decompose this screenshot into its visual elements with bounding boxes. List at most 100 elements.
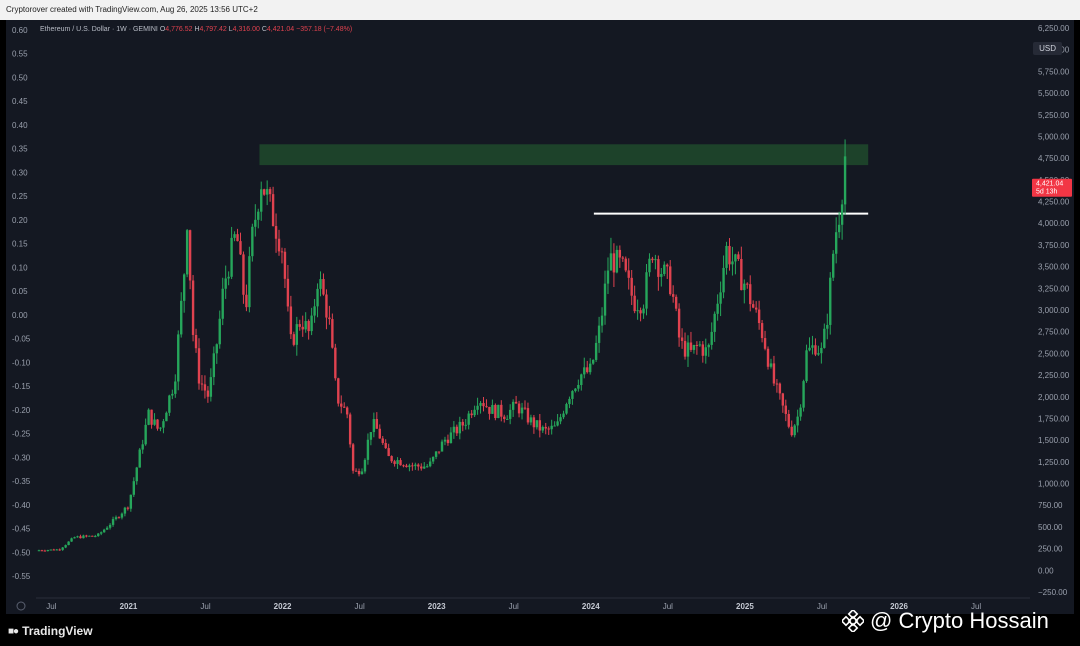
candle-body[interactable]: [153, 419, 156, 425]
candle-body[interactable]: [586, 367, 589, 373]
candle-body[interactable]: [511, 401, 515, 410]
candle-body[interactable]: [251, 226, 254, 257]
candle-body[interactable]: [117, 517, 121, 519]
candle-body[interactable]: [129, 494, 133, 509]
candle-body[interactable]: [544, 426, 547, 429]
candle-body[interactable]: [102, 529, 106, 533]
candle-body[interactable]: [369, 432, 373, 440]
currency-label[interactable]: USD: [1033, 42, 1062, 55]
candle-body[interactable]: [526, 408, 530, 423]
candle-body[interactable]: [823, 328, 826, 348]
candle-body[interactable]: [793, 425, 796, 436]
candle-body[interactable]: [775, 383, 779, 385]
candle-body[interactable]: [271, 194, 275, 227]
candle-body[interactable]: [144, 424, 147, 445]
candle-body[interactable]: [298, 324, 301, 327]
candle-body[interactable]: [473, 409, 476, 416]
candle-body[interactable]: [182, 274, 186, 301]
candle-body[interactable]: [206, 390, 210, 397]
candle-body[interactable]: [817, 353, 820, 355]
candle-body[interactable]: [215, 344, 218, 354]
candle-body[interactable]: [461, 421, 464, 426]
candle-body[interactable]: [811, 345, 814, 348]
candle-body[interactable]: [707, 344, 710, 348]
candle-body[interactable]: [615, 249, 619, 273]
candle-body[interactable]: [55, 549, 58, 551]
candle-body[interactable]: [212, 353, 216, 378]
candle-body[interactable]: [334, 347, 337, 379]
candle-body[interactable]: [597, 325, 601, 343]
candle-body[interactable]: [111, 519, 115, 525]
candle-body[interactable]: [583, 367, 586, 375]
candle-body[interactable]: [277, 238, 281, 252]
candle-body[interactable]: [737, 254, 740, 259]
candle-body[interactable]: [722, 267, 725, 293]
candle-body[interactable]: [343, 406, 346, 408]
candle-body[interactable]: [520, 407, 524, 414]
candle-body[interactable]: [322, 279, 325, 295]
candle-body[interactable]: [840, 204, 844, 225]
candle-body[interactable]: [728, 245, 731, 265]
candle-body[interactable]: [500, 404, 503, 417]
candle-body[interactable]: [618, 249, 622, 258]
candle-body[interactable]: [588, 363, 592, 373]
candle-body[interactable]: [541, 426, 544, 431]
candle-body[interactable]: [49, 549, 53, 551]
candle-body[interactable]: [91, 535, 94, 537]
candle-body[interactable]: [651, 258, 654, 261]
candle-body[interactable]: [669, 266, 672, 295]
candle-body[interactable]: [135, 467, 138, 482]
candle-body[interactable]: [280, 251, 284, 253]
candle-body[interactable]: [76, 536, 79, 538]
candle-body[interactable]: [843, 156, 847, 205]
candle-body[interactable]: [704, 347, 707, 356]
candle-body[interactable]: [559, 417, 562, 422]
candle-body[interactable]: [740, 258, 743, 291]
candle-body[interactable]: [627, 270, 630, 278]
candle-body[interactable]: [420, 466, 423, 469]
candle-body[interactable]: [360, 471, 364, 475]
candle-body[interactable]: [274, 226, 278, 239]
candle-body[interactable]: [227, 276, 230, 279]
candle-body[interactable]: [654, 259, 657, 261]
candle-body[interactable]: [268, 189, 272, 195]
candle-body[interactable]: [174, 381, 177, 394]
candle-body[interactable]: [417, 464, 420, 467]
candle-body[interactable]: [446, 439, 450, 444]
candle-body[interactable]: [340, 403, 343, 407]
candle-body[interactable]: [577, 385, 580, 389]
candle-body[interactable]: [772, 363, 776, 384]
candle-body[interactable]: [639, 310, 642, 314]
candle-body[interactable]: [52, 549, 55, 551]
candle-body[interactable]: [834, 232, 838, 254]
candle-body[interactable]: [440, 441, 444, 452]
candle-body[interactable]: [713, 313, 716, 332]
timezone-icon[interactable]: [16, 601, 26, 611]
candle-body[interactable]: [580, 374, 583, 386]
price-chart[interactable]: 6,250.006,000.005,750.005,500.005,250.00…: [6, 20, 1074, 614]
candle-body[interactable]: [431, 456, 435, 462]
candle-body[interactable]: [645, 272, 648, 309]
candle-body[interactable]: [603, 283, 607, 316]
candle-body[interactable]: [147, 409, 150, 425]
candle-body[interactable]: [325, 294, 328, 318]
candle-body[interactable]: [719, 292, 722, 304]
candle-body[interactable]: [233, 234, 236, 238]
candle-body[interactable]: [556, 421, 559, 426]
candle-body[interactable]: [188, 230, 192, 281]
candle-body[interactable]: [837, 224, 841, 233]
candle-body[interactable]: [67, 541, 70, 546]
candle-body[interactable]: [405, 465, 408, 468]
candle-body[interactable]: [97, 533, 100, 537]
candle-body[interactable]: [805, 350, 808, 382]
candle-body[interactable]: [387, 448, 390, 457]
candle-body[interactable]: [209, 377, 213, 397]
candle-body[interactable]: [262, 189, 266, 195]
candle-body[interactable]: [40, 550, 44, 552]
candle-body[interactable]: [177, 334, 180, 382]
candle-body[interactable]: [746, 283, 749, 285]
candle-body[interactable]: [58, 549, 61, 551]
candle-body[interactable]: [372, 419, 376, 433]
candle-body[interactable]: [763, 338, 767, 349]
candle-body[interactable]: [686, 342, 690, 357]
